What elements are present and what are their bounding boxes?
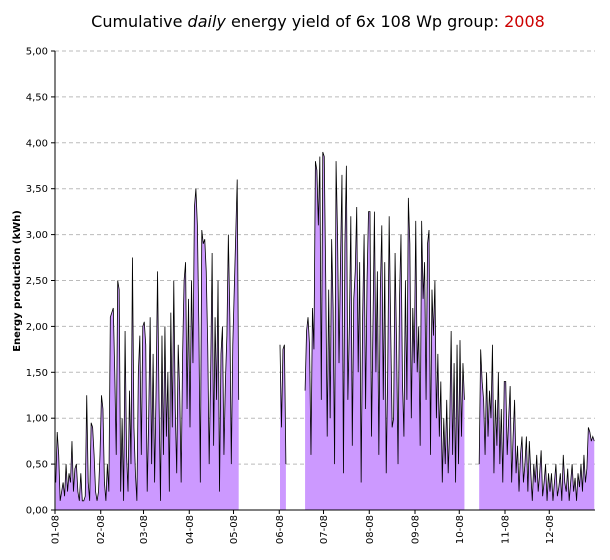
title-part: energy yield of 6x 108 Wp group: <box>226 12 504 31</box>
x-tick-label: 12-08 <box>545 515 556 544</box>
x-tick-label: 09-08 <box>411 515 422 544</box>
y-tick-label: 2,00 <box>26 322 48 333</box>
y-tick-label: 3,50 <box>26 184 48 195</box>
x-tick-label: 10-08 <box>455 515 466 544</box>
line <box>55 179 240 502</box>
title-part: daily <box>188 12 227 31</box>
y-tick-label: 4,50 <box>26 92 48 103</box>
area <box>55 179 239 510</box>
area <box>305 151 465 511</box>
x-tick-label: 06-08 <box>275 515 286 544</box>
y-tick-label: 5,00 <box>26 47 48 58</box>
x-tick-label: 07-08 <box>319 515 330 544</box>
area <box>280 344 286 510</box>
area <box>479 344 595 510</box>
x-tick-label: 08-08 <box>365 515 376 544</box>
y-tick-label: 1,00 <box>26 414 48 425</box>
x-tick-label: 11-08 <box>501 515 512 544</box>
y-tick-label: 0,00 <box>26 506 48 517</box>
y-tick-label: 3,00 <box>26 230 48 241</box>
x-tick-label: 05-08 <box>229 515 240 544</box>
title-year: 2008 <box>504 12 545 31</box>
line <box>279 344 287 465</box>
y-axis-label: Energy production (kWh) <box>12 210 23 352</box>
y-tick-label: 1,50 <box>26 368 48 379</box>
title-part: Cumulative <box>91 12 187 31</box>
x-tick-label: 03-08 <box>139 515 150 544</box>
x-tick-label: 02-08 <box>96 515 107 544</box>
y-tick-label: 0,50 <box>26 460 48 471</box>
y-tick-label: 4,00 <box>26 138 48 149</box>
x-tick-label: 01-08 <box>51 515 62 544</box>
chart-title: Cumulative daily energy yield of 6x 108 … <box>91 12 545 31</box>
x-tick-label: 04-08 <box>185 515 196 544</box>
line <box>304 151 465 483</box>
y-tick-label: 2,50 <box>26 276 48 287</box>
line <box>478 344 595 501</box>
